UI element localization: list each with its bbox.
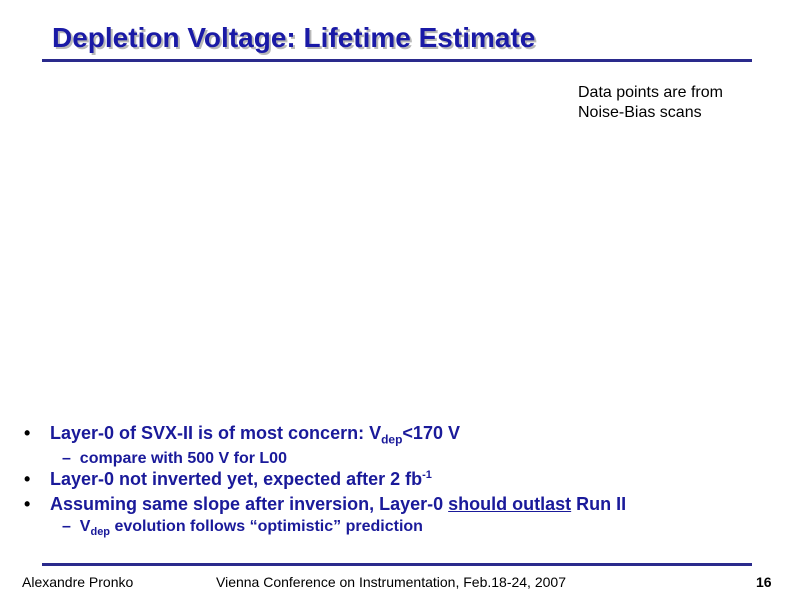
bullet-1-subitem: – compare with 500 V for L00 bbox=[62, 450, 287, 467]
bullet-1-text: Layer-0 of SVX-II is of most concern: Vd… bbox=[50, 423, 460, 447]
page-number: 16 bbox=[756, 574, 772, 590]
bullet-3-text: Assuming same slope after inversion, Lay… bbox=[50, 494, 627, 514]
bullet-2-marker: • bbox=[24, 469, 31, 489]
bullet-1-marker: • bbox=[24, 423, 31, 443]
footer-divider bbox=[42, 563, 752, 566]
data-note: Data points are from Noise-Bias scans bbox=[578, 83, 723, 123]
title-divider bbox=[42, 59, 752, 62]
footer-conference: Vienna Conference on Instrumentation, Fe… bbox=[216, 574, 566, 590]
bullet-3-subitem: – Vdep evolution follows “optimistic” pr… bbox=[62, 518, 423, 539]
bullet-2-text: Layer-0 not inverted yet, expected after… bbox=[50, 469, 432, 489]
footer-author: Alexandre Pronko bbox=[22, 574, 134, 590]
bullet-3-marker: • bbox=[24, 494, 31, 514]
slide-title: Depletion Voltage: Lifetime Estimate bbox=[52, 22, 536, 53]
data-note-line-2: Noise-Bias scans bbox=[578, 104, 702, 121]
underlined-phrase: should outlast bbox=[448, 494, 572, 514]
data-note-line-1: Data points are from bbox=[578, 84, 723, 101]
